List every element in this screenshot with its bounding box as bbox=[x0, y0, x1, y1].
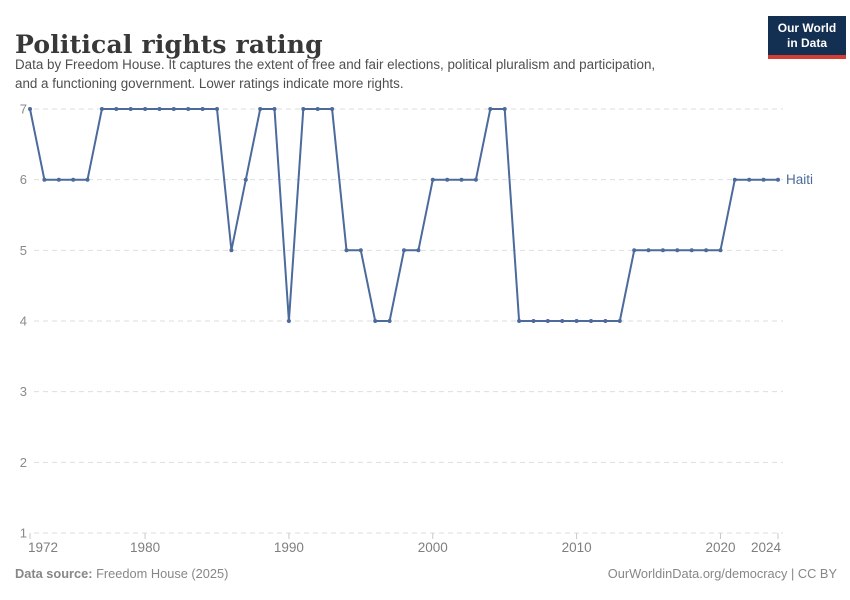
data-point-marker bbox=[545, 319, 550, 323]
data-point-marker bbox=[473, 177, 478, 182]
data-point-marker bbox=[28, 107, 32, 111]
data-point-marker bbox=[660, 248, 665, 253]
data-point-marker bbox=[157, 107, 162, 111]
data-point-marker bbox=[574, 319, 579, 323]
data-point-marker bbox=[272, 107, 277, 111]
page-title: Political rights rating bbox=[15, 29, 323, 59]
data-point-marker bbox=[344, 248, 349, 253]
owid-logo-line-2: in Data bbox=[786, 36, 827, 50]
data-source-value: Freedom House (2025) bbox=[92, 566, 229, 581]
data-point-marker bbox=[502, 107, 507, 111]
data-point-marker bbox=[459, 177, 464, 182]
data-point-marker bbox=[243, 177, 248, 182]
x-axis-label: 1980 bbox=[130, 540, 160, 555]
data-point-marker bbox=[215, 107, 219, 111]
data-point-marker bbox=[718, 248, 723, 253]
y-axis-label: 2 bbox=[20, 455, 27, 470]
subtitle-line-1: Data by Freedom House. It captures the e… bbox=[15, 57, 656, 72]
data-point-marker bbox=[430, 177, 435, 182]
data-point-marker bbox=[732, 177, 737, 182]
line-chart-svg[interactable]: 1 2 3 4 5 6 7 1972 1980 1990 2000 2010 2020 2024 Haiti bbox=[0, 93, 850, 563]
series-line-haiti bbox=[29, 108, 778, 322]
data-point-marker bbox=[603, 319, 608, 323]
data-point-marker bbox=[99, 107, 104, 111]
data-point-marker bbox=[747, 177, 752, 182]
data-point-marker bbox=[704, 248, 709, 253]
x-axis-label: 2020 bbox=[705, 540, 735, 555]
x-axis-label: 1972 bbox=[28, 540, 58, 555]
owid-logo[interactable]: Our World in Data bbox=[768, 16, 846, 59]
data-point-marker bbox=[286, 319, 291, 323]
data-point-marker bbox=[301, 107, 306, 111]
data-point-marker bbox=[128, 107, 133, 111]
x-axis-label: 1990 bbox=[274, 540, 304, 555]
data-point-marker bbox=[517, 319, 522, 323]
data-point-marker bbox=[315, 107, 320, 111]
y-axis-label: 5 bbox=[20, 243, 27, 258]
data-point-marker bbox=[85, 177, 90, 182]
y-axis-label: 6 bbox=[20, 172, 27, 187]
data-point-marker bbox=[258, 107, 263, 111]
data-point-marker bbox=[646, 248, 651, 253]
data-point-marker bbox=[761, 177, 766, 182]
data-point-marker bbox=[560, 319, 565, 323]
data-point-marker bbox=[71, 177, 76, 182]
data-point-marker bbox=[114, 107, 119, 111]
y-axis-label: 3 bbox=[20, 384, 27, 399]
data-point-marker bbox=[675, 248, 680, 253]
owid-logo-line-1: Our World bbox=[777, 21, 837, 35]
data-point-marker bbox=[617, 319, 622, 323]
footer: Data source: Freedom House (2025) OurWor… bbox=[15, 566, 837, 581]
data-point-marker bbox=[632, 248, 637, 253]
data-point-marker bbox=[776, 177, 780, 182]
data-point-marker bbox=[689, 248, 694, 253]
data-point-marker bbox=[387, 319, 392, 323]
data-point-marker bbox=[373, 319, 378, 323]
data-point-marker bbox=[416, 248, 421, 253]
data-point-marker bbox=[589, 319, 593, 323]
data-point-marker bbox=[402, 248, 406, 253]
y-axis-label: 1 bbox=[20, 526, 27, 541]
page-subtitle: Data by Freedom House. It captures the e… bbox=[15, 55, 655, 93]
y-axis-label: 7 bbox=[20, 102, 27, 117]
data-point-marker bbox=[42, 177, 47, 182]
data-point-marker bbox=[200, 107, 205, 111]
data-point-marker bbox=[488, 107, 493, 111]
data-point-marker bbox=[445, 177, 450, 182]
chart-area[interactable]: 1 2 3 4 5 6 7 1972 1980 1990 2000 2010 2020 2024 Haiti bbox=[0, 93, 850, 563]
data-point-marker bbox=[56, 177, 61, 182]
x-axis-label: 2024 bbox=[751, 540, 782, 555]
data-point-marker bbox=[143, 107, 148, 111]
subtitle-line-2: and a functioning government. Lower rati… bbox=[15, 76, 404, 91]
data-point-marker bbox=[186, 107, 191, 111]
series-label-haiti[interactable]: Haiti bbox=[786, 172, 813, 187]
y-axis-label: 4 bbox=[20, 314, 27, 329]
data-point-marker bbox=[171, 107, 176, 111]
license-link[interactable]: OurWorldinData.org/democracy | CC BY bbox=[607, 566, 837, 581]
data-point-marker bbox=[531, 319, 536, 323]
x-axis-label: 2000 bbox=[418, 540, 448, 555]
data-source-text: Data source: Freedom House (2025) bbox=[15, 566, 228, 581]
x-axis-label: 2010 bbox=[562, 540, 592, 555]
data-point-marker bbox=[229, 248, 234, 253]
data-source-label: Data source: bbox=[15, 566, 93, 581]
data-point-marker bbox=[330, 107, 335, 111]
data-point-marker bbox=[358, 248, 363, 253]
